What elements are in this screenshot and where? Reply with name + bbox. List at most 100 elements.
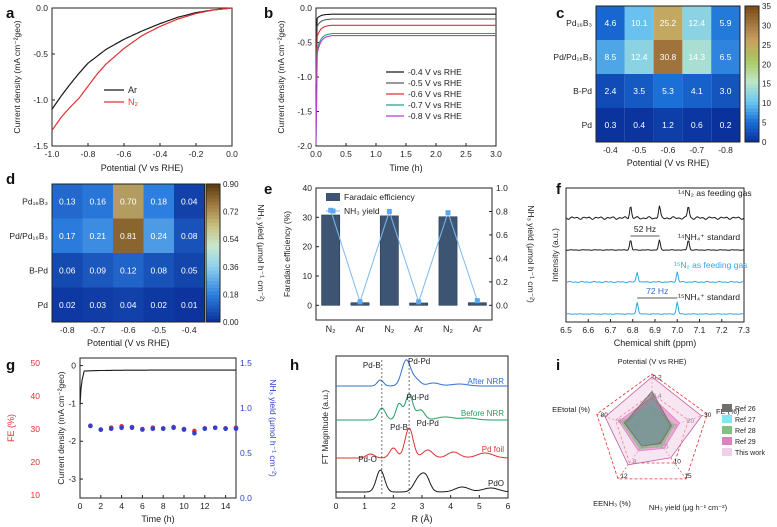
nmr-spectrum-1 [565, 239, 745, 251]
heatmap-row-label-d: Pd [38, 300, 49, 310]
radar-legend-label: Ref 29 [735, 439, 756, 446]
colorbar-segment-d [206, 232, 220, 237]
yield-point [171, 425, 176, 431]
x-tick-label-a: -0.8 [81, 149, 96, 159]
x-axis-title-g: Time (h) [141, 514, 174, 524]
colorbar-segment-c [745, 101, 759, 106]
x-tick-label-b: 2.0 [430, 149, 442, 159]
y-tick-label-a: -0.5 [33, 49, 48, 59]
radar-grid-ring [596, 373, 708, 480]
x-tick-label-f: 6.7 [605, 325, 617, 335]
heatmap-value-d: 0.05 [181, 265, 198, 275]
colorbar-segment-c [745, 67, 759, 72]
heatmap-cell-d [82, 218, 113, 253]
heatmap-cell-c [624, 74, 654, 108]
panel-label-h: h [290, 357, 299, 374]
x-category-label-e: Ar [414, 324, 423, 334]
heatmap-cell-c [596, 40, 625, 74]
colorbar-segment-c [745, 111, 759, 116]
heatmap-col-label-c: -0.8 [718, 145, 733, 155]
ft-spectrum-1 [336, 393, 508, 421]
heatmap-cell-c [624, 6, 654, 40]
colorbar-segment-c [745, 16, 759, 21]
series-line-a-1 [51, 7, 233, 131]
panel-label-e: e [264, 181, 272, 198]
spectrum-label-h: After NRR [468, 377, 505, 386]
radar-tick-label: 80 [601, 412, 609, 419]
x-axis-title-d: Potential (V vs RHE) [87, 338, 170, 348]
colorbar-segment-c [745, 77, 759, 82]
y-tick-label-e: 20 [303, 242, 313, 252]
legend-marker-nh3 [330, 208, 336, 214]
radar-axis-label: Potential (V vs RHE) [618, 357, 687, 366]
colorbar-segment-c [745, 131, 759, 136]
legend-label-b: -0.5 V vs RHE [408, 78, 462, 88]
colorbar-frame-c [744, 5, 760, 143]
colorbar-segment-c [745, 84, 759, 89]
x-tick-label-f: 7.1 [694, 325, 706, 335]
radar-legend-swatch [722, 448, 732, 456]
fe-bar [438, 216, 458, 306]
colorbar-tick-label-c: 30 [762, 21, 771, 30]
heatmap-cell-c [653, 74, 683, 108]
heatmap-cell-d [82, 287, 113, 322]
yield-tick-label-g: 1.0 [240, 403, 252, 413]
heatmap-value-d: 0.12 [120, 265, 137, 275]
fe-bar [321, 214, 341, 306]
peak-label-h: Pd-Pd [408, 357, 430, 366]
x-axis-title-a: Potential (V vs RHE) [101, 163, 184, 173]
fe-tick-label-g: 20 [31, 457, 41, 467]
peak-label-h: Pd-B [390, 423, 408, 432]
series-line-a-0 [51, 7, 233, 110]
spectrum-label-f: ¹⁵NH₄⁺ standard [678, 292, 740, 302]
legend-label-b: -0.6 V vs RHE [408, 89, 462, 99]
x-tick-label-b: 1.5 [400, 149, 412, 159]
panel-label-b: b [264, 5, 273, 22]
heatmap-value-c: 12.4 [631, 52, 648, 62]
colorbar-segment-c [745, 43, 759, 48]
yield-point [202, 426, 208, 432]
yield-point [192, 430, 197, 436]
heatmap-value-d: 0.17 [59, 231, 76, 241]
y2-axis-title-e: NH₃ yield (μmol h⁻¹ cm⁻²) [526, 205, 536, 303]
colorbar-tick-label-c: 20 [762, 60, 771, 69]
colorbar-segment-d [206, 263, 220, 268]
heatmap-cell-c [682, 74, 712, 108]
colorbar-segment-d [206, 280, 220, 285]
yield-point [233, 426, 239, 432]
x-tick-label-b: 3.0 [490, 149, 502, 159]
colorbar-segment-d [206, 277, 220, 282]
heatmap-row-label-d: Pd₁₆B₃ [22, 196, 48, 206]
x-tick-label-f: 6.9 [649, 325, 661, 335]
heatmap-cell-d [174, 287, 205, 322]
y-tick-label-b: -1.0 [297, 72, 312, 82]
radar-tick-label: 10 [674, 458, 682, 465]
nh3-yield-point [386, 208, 392, 214]
colorbar-segment-d [206, 266, 220, 271]
y-tick-label-g: -1 [68, 398, 76, 408]
y-tick-label-b: -2.0 [297, 141, 312, 151]
radar-legend-swatch [722, 426, 732, 434]
colorbar-segment-d [206, 287, 220, 292]
yield-axis-title-g: NH₃ yield (μmol h⁻¹ cm⁻²) [268, 379, 278, 477]
colorbar-frame-d [205, 183, 221, 323]
x-tick-label-f: 6.6 [582, 325, 594, 335]
radar-tick-label: 12 [620, 473, 628, 480]
y-tick-label-e: 30 [303, 212, 313, 222]
x-tick-label-f: 7.0 [671, 325, 683, 335]
coupling-label-72: 72 Hz [646, 286, 668, 296]
y-tick-label-e: 0 [307, 300, 312, 310]
panel-label-g: g [6, 357, 15, 374]
heatmap-cell-c [624, 40, 654, 74]
heatmap-value-c: 2.4 [604, 86, 616, 96]
heatmap-value-d: 0.01 [181, 300, 198, 310]
yield-point [88, 423, 93, 429]
panel-label-f: f [556, 181, 562, 198]
colorbar-segment-d [206, 253, 220, 257]
nh3-yield-line [330, 209, 478, 304]
colorbar-segment-c [745, 60, 759, 65]
heatmap-cell-d [52, 218, 83, 253]
x-axis-title-h: R (Å) [412, 514, 433, 524]
heatmap-value-d: 0.08 [150, 265, 167, 275]
